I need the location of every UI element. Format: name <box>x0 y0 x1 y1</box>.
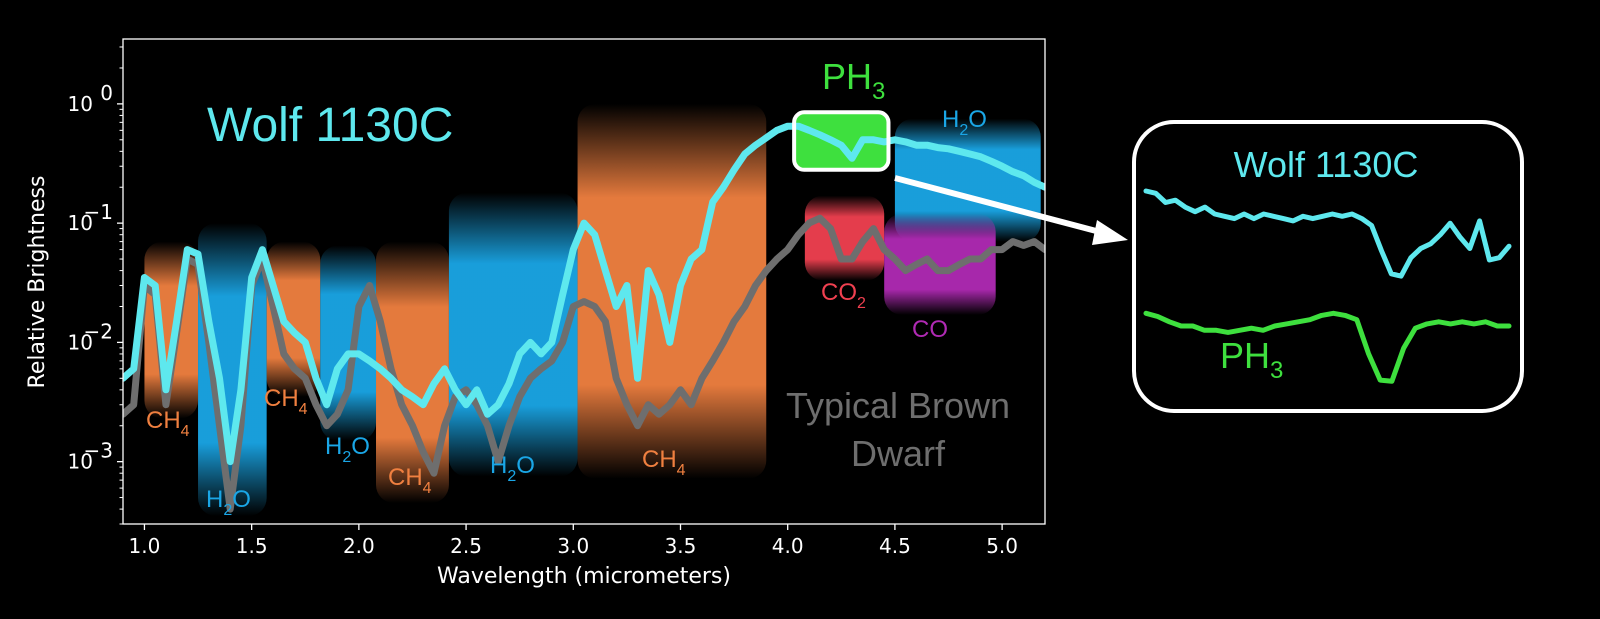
y-tick-label: 10 <box>68 450 93 474</box>
brown-dwarf-label-line2: Dwarf <box>851 433 946 474</box>
h2o-label-3: H2O <box>490 452 535 485</box>
band-h2o <box>448 192 578 477</box>
y-tick-exponent: −2 <box>84 319 113 343</box>
co-label: CO <box>912 316 948 343</box>
ch4-label-4: CH4 <box>642 446 686 479</box>
ph3-highlight-box <box>792 110 891 172</box>
inset-wolf-label: Wolf 1130C <box>1234 144 1419 185</box>
y-axis-label: Relative Brightness <box>25 176 50 389</box>
h2o-label-4: H2O <box>942 106 987 139</box>
inset-ph3-label: PH3 <box>1220 335 1283 384</box>
x-axis-label: Wavelength (micrometers) <box>437 564 731 589</box>
y-tick-label: 10 <box>68 92 93 116</box>
band-ch4 <box>376 241 449 504</box>
zoom-arrow <box>894 175 1128 245</box>
x-tick-label: 3.0 <box>557 534 589 558</box>
y-tick-exponent: −1 <box>84 200 113 224</box>
band-co2 <box>804 195 885 281</box>
x-tick-label: 4.0 <box>772 534 804 558</box>
axes-frame <box>122 38 1046 525</box>
y-tick-exponent: −3 <box>84 439 113 463</box>
ch4-label-3: CH4 <box>388 464 432 497</box>
band-ph3 <box>794 112 889 170</box>
inset-traces <box>1143 188 1512 384</box>
ph3-label: PH3 <box>822 56 885 105</box>
brown-dwarf-label-line1: Typical Brown <box>786 385 1010 426</box>
x-tick-label: 2.0 <box>343 534 375 558</box>
inset-wolf-trace <box>1143 188 1512 279</box>
band-h2o <box>320 245 377 441</box>
inset-ph3-trace <box>1143 310 1512 384</box>
band-co <box>884 213 996 315</box>
wolf-1130c-title: Wolf 1130C <box>207 99 453 152</box>
x-tick-label: 2.5 <box>450 534 482 558</box>
y-axis-ticks: 10 010−110−210−3 <box>68 46 123 525</box>
x-tick-label: 4.5 <box>879 534 911 558</box>
y-tick-label: 10 <box>68 330 93 354</box>
wolf-1130c-spectrum <box>123 122 1045 466</box>
co2-label: CO2 <box>821 279 866 312</box>
x-tick-label: 5.0 <box>986 534 1018 558</box>
spectra <box>123 122 1045 513</box>
h2o-label-1: H2O <box>206 486 251 519</box>
inset-panel: Wolf 1130C PH3 <box>1132 120 1524 413</box>
y-tick-exponent: 0 <box>100 81 113 105</box>
ch4-label-1: CH4 <box>146 407 190 440</box>
x-axis-ticks: 1.0 1.5 2.0 2.5 3.0 3.5 4.0 4.5 5.0 <box>129 524 1018 558</box>
x-tick-label: 1.0 <box>129 534 161 558</box>
brown-dwarf-spectrum <box>123 214 1045 513</box>
h2o-label-2: H2O <box>325 433 370 466</box>
x-tick-label: 1.5 <box>236 534 268 558</box>
y-tick-label: 10 <box>68 211 93 235</box>
x-tick-label: 3.5 <box>665 534 697 558</box>
ch4-label-2: CH4 <box>264 385 308 418</box>
